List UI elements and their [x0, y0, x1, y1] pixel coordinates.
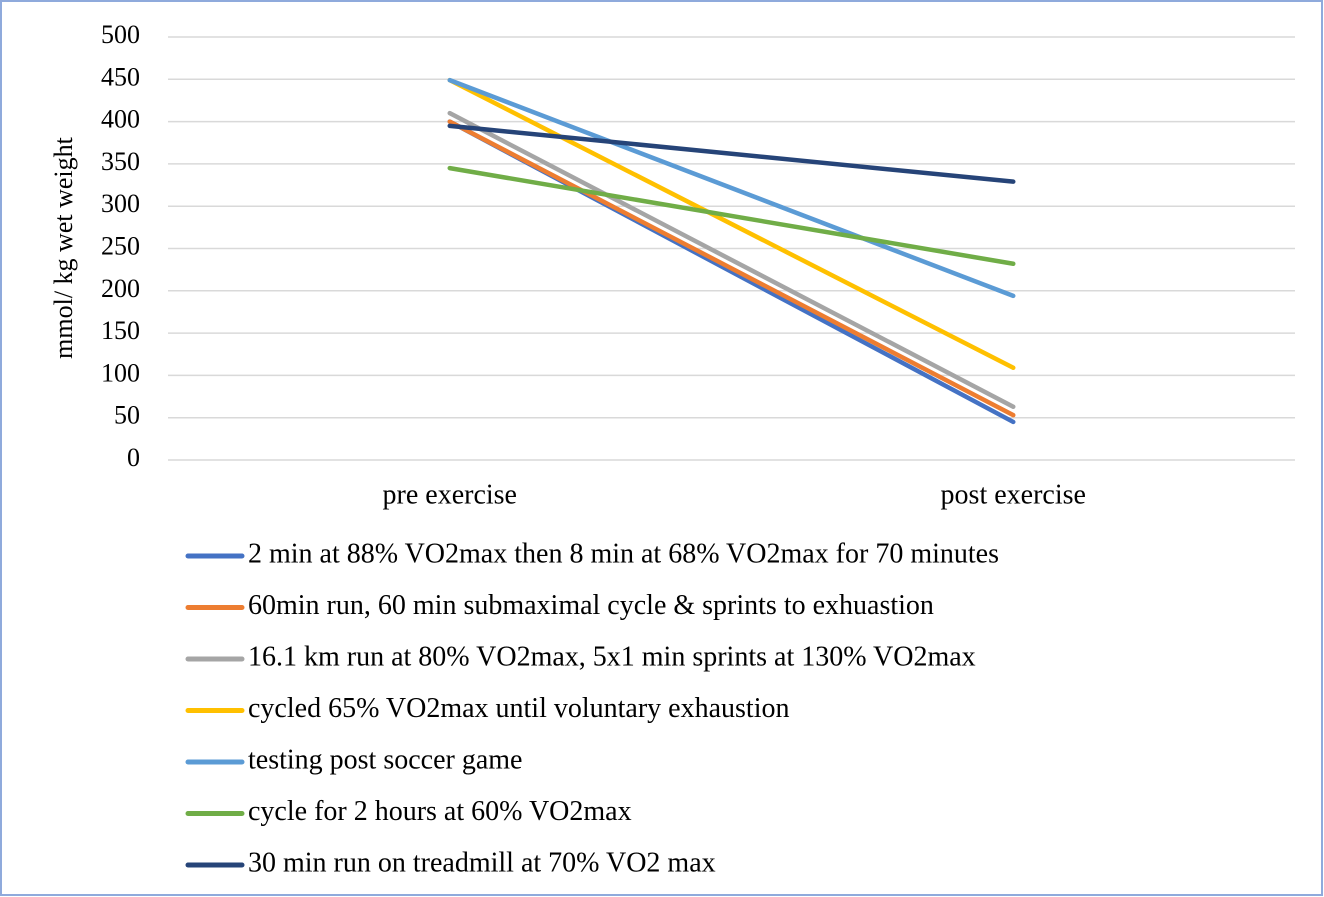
y-tick-label: 500: [101, 20, 140, 49]
legend-label: cycle for 2 hours at 60% VO2max: [248, 796, 632, 827]
y-tick-label: 400: [101, 105, 140, 134]
y-axis-label: mmol/ kg wet weight: [49, 136, 78, 358]
series-line: [447, 77, 1016, 299]
y-tick-label: 100: [101, 358, 140, 387]
x-tick-label: post exercise: [941, 479, 1086, 510]
y-tick-label: 250: [101, 231, 140, 260]
legend-label: 60min run, 60 min submaximal cycle & spr…: [248, 590, 934, 621]
series-line: [447, 110, 1016, 409]
y-tick-label: 0: [127, 443, 140, 472]
y-tick-label: 300: [101, 189, 140, 218]
series-line: [447, 77, 1016, 371]
y-tick-label: 200: [101, 274, 140, 303]
legend-label: 16.1 km run at 80% VO2max, 5x1 min sprin…: [248, 641, 976, 672]
series-line: [447, 123, 1016, 184]
series-line: [447, 119, 1016, 418]
y-tick-label: 350: [101, 147, 140, 176]
y-tick-label: 50: [114, 401, 140, 430]
y-tick-label: 450: [101, 62, 140, 91]
legend-label: testing post soccer game: [248, 744, 522, 775]
legend-label: cycled 65% VO2max until voluntary exhaus…: [248, 693, 790, 724]
series-line: [447, 165, 1016, 266]
legend-label: 2 min at 88% VO2max then 8 min at 68% VO…: [248, 538, 999, 569]
legend-label: 30 min run on treadmill at 70% VO2 max: [248, 847, 716, 878]
x-tick-label: pre exercise: [383, 479, 517, 510]
y-tick-label: 150: [101, 316, 140, 345]
